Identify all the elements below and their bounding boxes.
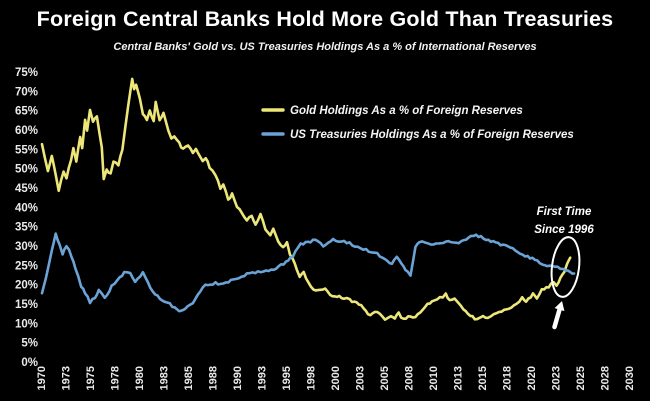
y-tick-label: 60% xyxy=(15,125,38,137)
x-tick-label: 1990 xyxy=(232,366,244,390)
y-tick-label: 55% xyxy=(15,144,38,156)
x-tick-label: 2010 xyxy=(428,366,440,390)
x-tick-label: 2003 xyxy=(355,366,367,390)
y-tick-label: 75% xyxy=(15,67,38,79)
legend: Gold Holdings As a % of Foreign Reserves… xyxy=(261,105,574,141)
y-tick-label: 20% xyxy=(15,280,38,292)
y-tick-label: 5% xyxy=(21,338,38,350)
annotation-first-time-since-1996: First Time Since 1996 xyxy=(534,206,594,330)
y-tick-label: 30% xyxy=(15,241,38,253)
y-tick-label: 25% xyxy=(15,260,38,272)
y-tick-label: 40% xyxy=(15,202,38,214)
y-axis: 75% 70% 65% 60% 55% 50% 45% 40% 35% 30% 25% 20% 15% 1… xyxy=(15,67,38,369)
chart-subtitle: Central Banks' Gold vs. US Treasuries Ho… xyxy=(113,41,537,53)
x-tick-label: 2000 xyxy=(330,366,342,390)
x-tick-label: 2023 xyxy=(551,366,563,390)
annotation-text-line2: Since 1996 xyxy=(534,224,594,236)
x-tick-label: 1980 xyxy=(134,366,146,390)
annotation-text-line1: First Time xyxy=(537,206,592,218)
series-lines xyxy=(40,77,576,321)
x-tick-label: 1970 xyxy=(36,366,48,390)
y-tick-label: 35% xyxy=(15,222,38,234)
treasuries-series-line xyxy=(40,232,576,313)
x-tick-label: 2030 xyxy=(624,366,636,390)
x-tick-label: 1973 xyxy=(61,366,73,390)
gold-series-line xyxy=(40,77,572,321)
x-tick-label: 2005 xyxy=(379,366,391,390)
y-tick-label: 15% xyxy=(15,299,38,311)
gold-legend-label: Gold Holdings As a % of Foreign Reserves xyxy=(290,105,523,117)
y-tick-label: 10% xyxy=(15,318,38,330)
x-tick-label: 1985 xyxy=(183,366,195,390)
crossover-highlight-ellipse xyxy=(550,236,581,298)
x-tick-label: 1978 xyxy=(110,366,122,390)
x-tick-label: 2008 xyxy=(404,366,416,390)
x-tick-label: 1983 xyxy=(159,366,171,390)
treasuries-legend-label: US Treasuries Holdings As a % of Foreign… xyxy=(290,129,574,141)
x-tick-label: 2015 xyxy=(477,366,489,390)
x-tick-label: 1998 xyxy=(306,366,318,390)
chart-title: Foreign Central Banks Hold More Gold Tha… xyxy=(36,7,614,31)
y-tick-label: 70% xyxy=(15,86,38,98)
x-axis: 1970 1973 1975 1978 1980 1983 1985 1988 1990 1993… xyxy=(36,366,636,390)
up-arrow-icon xyxy=(552,301,565,330)
x-tick-label: 1993 xyxy=(257,366,269,390)
x-tick-label: 1995 xyxy=(281,366,293,390)
x-tick-label: 2028 xyxy=(600,366,612,390)
x-tick-label: 2025 xyxy=(575,366,587,390)
y-tick-label: 45% xyxy=(15,183,38,195)
x-tick-label: 1975 xyxy=(85,366,97,390)
y-tick-label: 0% xyxy=(21,357,38,369)
x-tick-label: 2018 xyxy=(502,366,514,390)
y-tick-label: 65% xyxy=(15,106,38,118)
x-tick-label: 2020 xyxy=(526,366,538,390)
y-tick-label: 50% xyxy=(15,164,38,176)
x-tick-label: 2013 xyxy=(453,366,465,390)
x-tick-label: 1988 xyxy=(208,366,220,390)
